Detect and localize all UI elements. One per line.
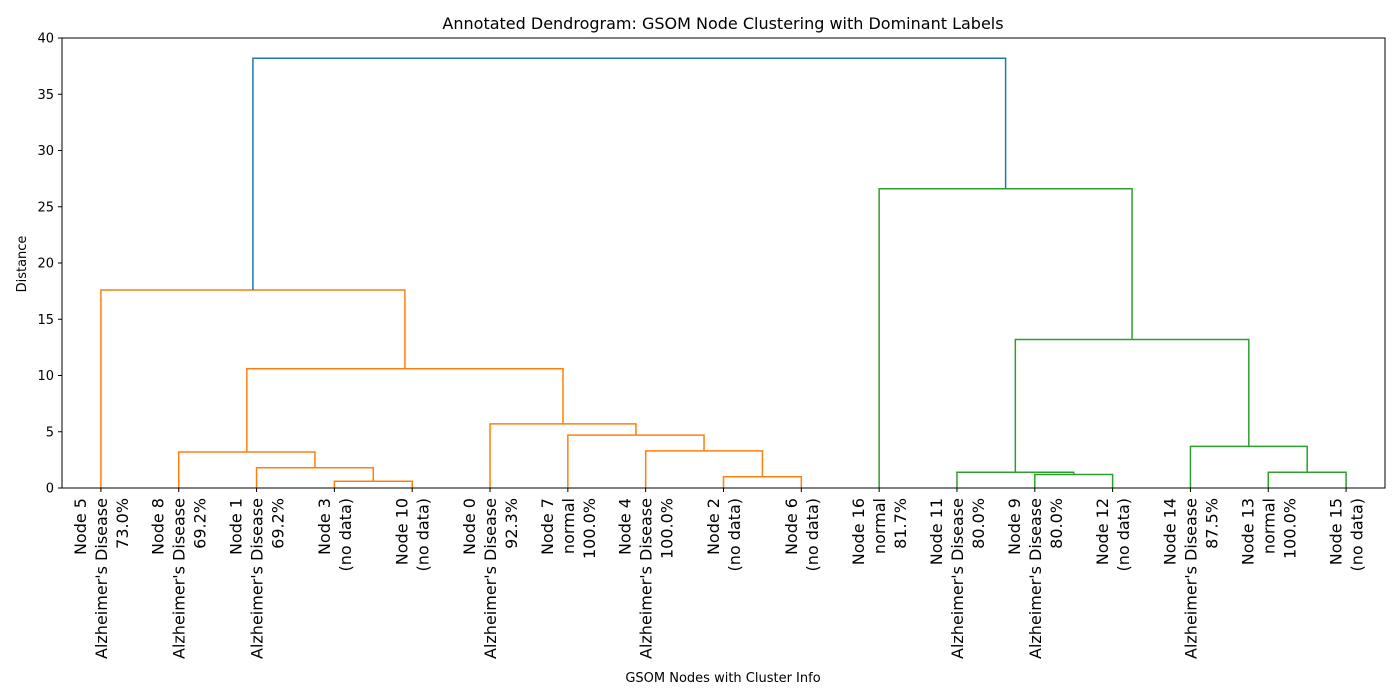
leaf-label-line: 80.0% [1047,498,1066,549]
leaf-label-line: Alzheimer's Disease [1026,498,1045,659]
leaf-label-line: Node 14 [1160,498,1179,565]
leaf-label-line: (no data) [725,498,744,572]
leaf-label: Node 3 (no data) [315,498,355,572]
leaf-label-line: Node 1 [227,498,246,555]
leaf-label: Node 13 normal 100.0% [1238,498,1299,565]
leaf-label: Node 4 Alzheimer's Disease 100.0% [616,498,677,659]
leaf-label-line: Node 16 [849,498,868,565]
leaf-label-line: (no data) [336,498,355,572]
leaf-label-line: (no data) [1114,498,1133,572]
leaf-label-line: 92.3% [502,498,521,549]
leaf-label-line: (no data) [1348,498,1367,572]
leaf-label-line: Node 7 [538,498,557,555]
leaf-label-line: Node 4 [616,498,635,555]
leaf-label: Node 10 (no data) [393,498,433,572]
leaf-label: Node 9 Alzheimer's Disease 80.0% [1005,498,1066,659]
leaf-label-line: Node 3 [315,498,334,555]
y-tick-label: 25 [37,200,54,215]
y-axis-label: Distance [15,236,30,293]
leaf-label-line: Alzheimer's Disease [248,498,267,659]
leaf-label: Node 7 normal 100.0% [538,498,599,559]
leaf-label-line: normal [559,498,578,554]
leaf-label-line: (no data) [803,498,822,572]
leaf-label-line: normal [1259,498,1278,554]
leaf-label: Node 1 Alzheimer's Disease 69.2% [227,498,288,659]
leaf-label-line: 80.0% [969,498,988,549]
leaf-label: Node 12 (no data) [1093,498,1133,572]
leaf-label-line: Alzheimer's Disease [637,498,656,659]
y-tick-label: 10 [37,369,54,384]
leaf-label: Node 5 Alzheimer's Disease 73.0% [71,498,132,659]
leaf-label-line: Node 9 [1005,498,1024,555]
leaf-label-line: 81.7% [891,498,910,549]
y-tick-label: 35 [37,88,54,103]
leaf-label-line: Alzheimer's Disease [481,498,500,659]
leaf-label-line: Alzheimer's Disease [170,498,189,659]
leaf-label: Node 6 (no data) [782,498,822,572]
y-tick-label: 30 [37,144,54,159]
x-axis-label: GSOM Nodes with Cluster Info [625,671,820,686]
leaf-label-line: 100.0% [658,498,677,559]
leaf-label-line: 69.2% [269,498,288,549]
leaf-label-line: Node 5 [71,498,90,555]
dendrogram-link [252,57,1007,290]
leaf-label-line: Node 6 [782,498,801,555]
leaf-label-line: Node 2 [704,498,723,555]
leaf-label: Node 15 (no data) [1327,498,1367,572]
leaf-label-line: Node 12 [1093,498,1112,565]
y-tick-label: 0 [46,482,54,497]
plot-frame [61,37,1386,489]
leaf-label-line: Node 11 [927,498,946,565]
leaf-label-line: Alzheimer's Disease [948,498,967,659]
leaf-label-line: Node 15 [1327,498,1346,565]
leaf-label: Node 14 Alzheimer's Disease 87.5% [1160,498,1221,659]
leaf-label-line: Node 10 [393,498,412,565]
leaf-label-line: Alzheimer's Disease [1181,498,1200,659]
leaf-label-line: Node 13 [1238,498,1257,565]
leaf-label-line: Alzheimer's Disease [92,498,111,659]
leaf-label-line: (no data) [414,498,433,572]
chart-title: Annotated Dendrogram: GSOM Node Clusteri… [442,14,1003,33]
leaf-label-line: Node 8 [149,498,168,555]
leaf-label-line: 87.5% [1202,498,1221,549]
leaf-label: Node 2 (no data) [704,498,744,572]
leaf-label-line: 100.0% [580,498,599,559]
leaf-label: Node 16 normal 81.7% [849,498,910,565]
y-tick-label: 15 [37,313,54,328]
leaf-label: Node 8 Alzheimer's Disease 69.2% [149,498,210,659]
leaf-label-line: 69.2% [191,498,210,549]
y-tick-label: 40 [37,32,54,47]
y-tick-label: 20 [37,257,54,272]
leaf-label-line: normal [870,498,889,554]
leaf-label: Node 11 Alzheimer's Disease 80.0% [927,498,988,659]
y-tick-label: 5 [46,425,54,440]
leaf-label: Node 0 Alzheimer's Disease 92.3% [460,498,521,659]
leaf-label-line: 100.0% [1280,498,1299,559]
leaf-label-line: 73.0% [113,498,132,549]
leaf-label-line: Node 0 [460,498,479,555]
